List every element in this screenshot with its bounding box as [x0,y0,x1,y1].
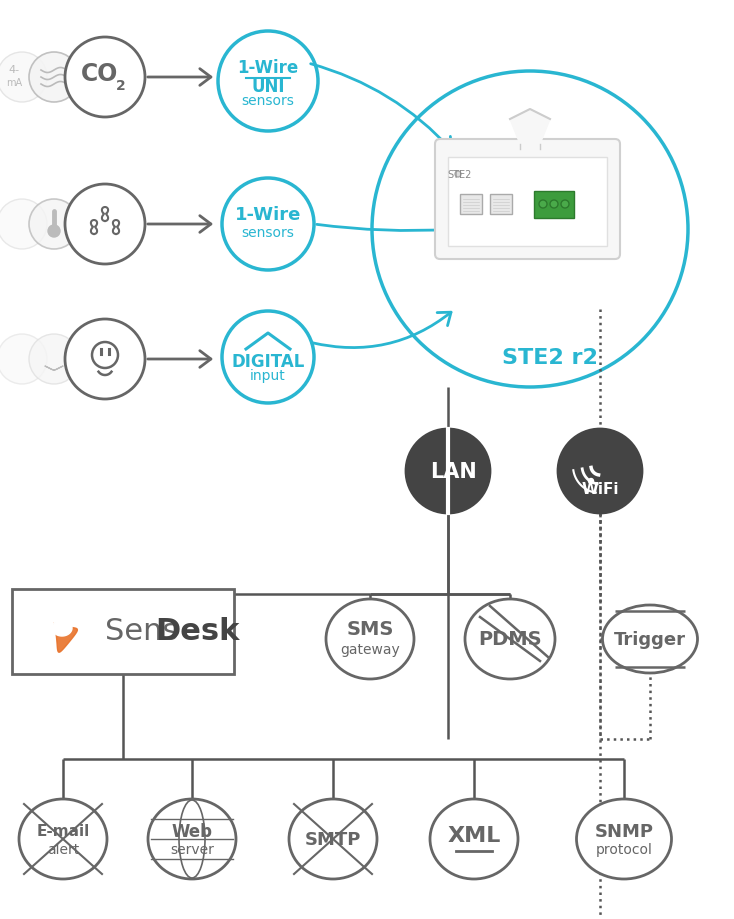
Ellipse shape [19,800,107,879]
Text: WiFi: WiFi [581,482,619,497]
Circle shape [539,200,547,209]
Text: LAN: LAN [429,461,476,482]
Text: 2: 2 [116,79,126,93]
Text: Web: Web [172,823,213,840]
Circle shape [589,479,594,484]
Circle shape [218,32,318,131]
Text: mA: mA [6,78,22,88]
Circle shape [29,335,79,384]
Text: Desk: Desk [155,617,239,646]
Text: CO: CO [81,62,119,85]
Text: 1-Wire: 1-Wire [237,59,299,77]
Text: 1-Wire: 1-Wire [235,206,301,223]
Polygon shape [52,620,72,636]
FancyBboxPatch shape [435,140,620,260]
Circle shape [455,172,461,177]
Polygon shape [54,624,77,652]
Text: SNMP: SNMP [595,823,653,840]
Circle shape [550,200,558,209]
Text: sensors: sensors [241,94,294,108]
Circle shape [48,226,60,238]
Text: protocol: protocol [595,842,653,857]
Ellipse shape [430,800,518,879]
Circle shape [222,312,314,403]
Text: XML: XML [447,825,501,845]
Circle shape [65,185,145,265]
Ellipse shape [289,800,377,879]
Bar [12,589,234,675]
Ellipse shape [148,800,236,879]
Text: input: input [250,369,286,382]
Ellipse shape [603,606,697,674]
Circle shape [29,53,79,103]
Text: Trigger: Trigger [614,630,686,648]
Ellipse shape [465,599,555,679]
Circle shape [372,72,688,388]
Text: STE2 r2: STE2 r2 [502,347,598,368]
FancyBboxPatch shape [534,192,574,219]
Circle shape [65,38,145,118]
Text: sensors: sensors [241,226,294,240]
Ellipse shape [576,800,672,879]
FancyBboxPatch shape [460,195,482,215]
Polygon shape [45,367,63,370]
Circle shape [561,200,569,209]
Text: E-mail: E-mail [37,823,90,838]
FancyBboxPatch shape [448,158,607,246]
Text: SMS: SMS [346,619,393,639]
Circle shape [222,179,314,271]
Circle shape [406,429,490,514]
Circle shape [29,199,79,250]
Text: Sens: Sens [105,617,178,646]
Text: DIGITAL: DIGITAL [231,353,305,370]
Text: server: server [170,842,214,857]
Circle shape [92,343,118,369]
Circle shape [65,320,145,400]
Circle shape [0,199,47,250]
Text: PDMS: PDMS [478,630,542,649]
Circle shape [0,53,47,103]
Text: UNI: UNI [251,78,285,96]
Text: alert: alert [47,842,79,857]
FancyBboxPatch shape [490,195,512,215]
Ellipse shape [326,599,414,679]
Circle shape [0,335,47,384]
Text: STE2: STE2 [448,170,472,180]
Polygon shape [510,110,550,145]
Text: 4-: 4- [8,65,20,75]
Text: gateway: gateway [340,642,400,656]
Text: SMTP: SMTP [305,830,361,848]
Circle shape [558,429,642,514]
